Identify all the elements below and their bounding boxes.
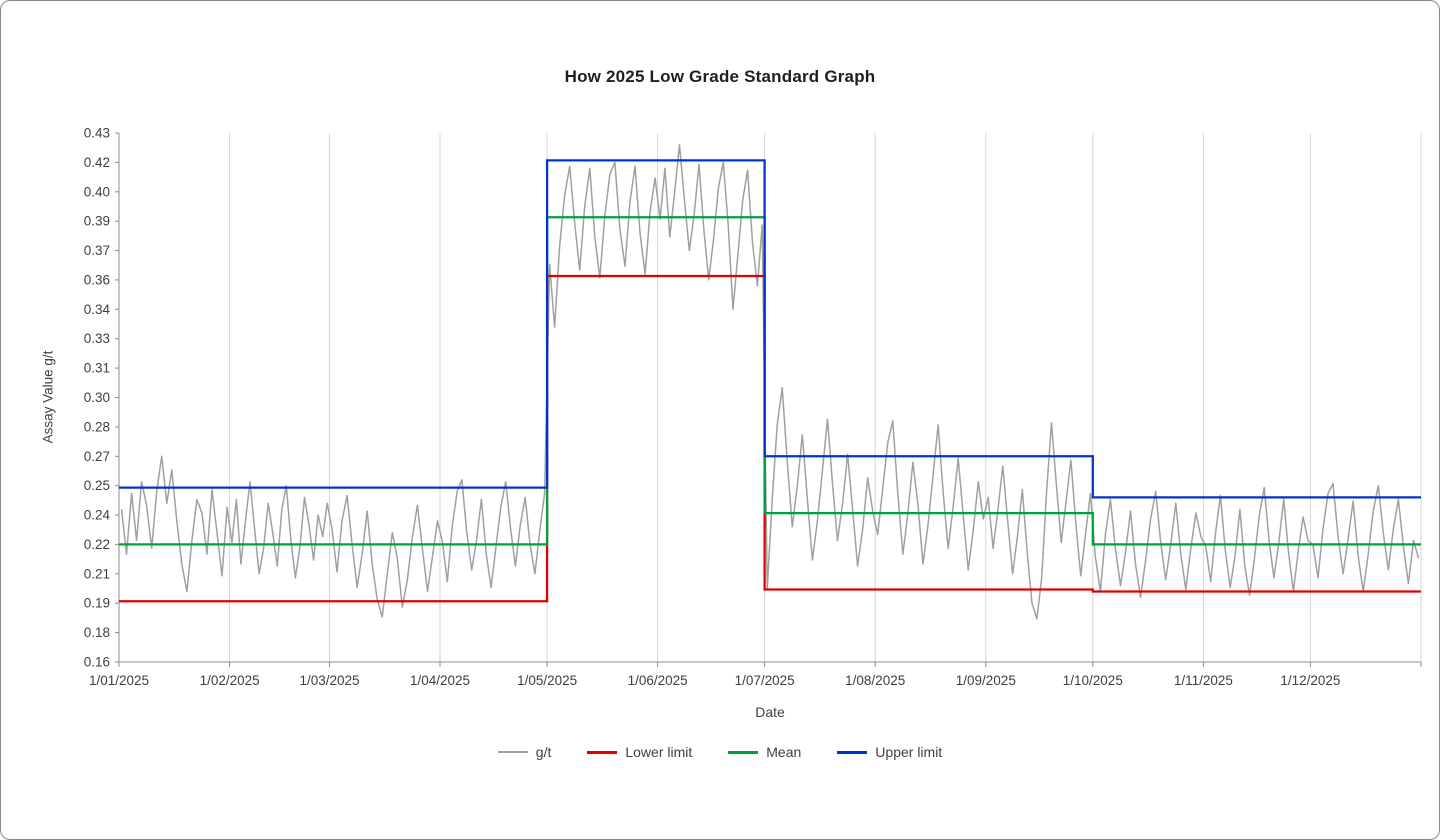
svg-text:1/11/2025: 1/11/2025 <box>1174 673 1233 688</box>
legend-item-gt[interactable]: g/t <box>497 744 552 760</box>
svg-text:0.37: 0.37 <box>84 243 110 258</box>
svg-text:0.25: 0.25 <box>84 478 110 493</box>
svg-text:0.21: 0.21 <box>84 566 110 581</box>
svg-text:1/08/2025: 1/08/2025 <box>845 673 905 688</box>
svg-text:0.30: 0.30 <box>84 390 110 405</box>
x-axis-title: Date <box>755 704 785 720</box>
svg-text:1/05/2025: 1/05/2025 <box>517 673 577 688</box>
legend-item-lower-limit[interactable]: Lower limit <box>587 744 692 760</box>
legend-label-gt: g/t <box>535 744 552 760</box>
legend-line-mean <box>728 750 759 754</box>
legend-label-mean: Mean <box>766 744 802 760</box>
legend-line-gt <box>497 751 528 753</box>
svg-text:1/02/2025: 1/02/2025 <box>200 673 260 688</box>
svg-text:1/04/2025: 1/04/2025 <box>410 673 470 688</box>
svg-text:0.16: 0.16 <box>84 655 110 670</box>
svg-text:1/12/2025: 1/12/2025 <box>1280 673 1340 688</box>
svg-text:0.28: 0.28 <box>84 419 110 434</box>
svg-text:1/06/2025: 1/06/2025 <box>628 673 688 688</box>
svg-text:1/03/2025: 1/03/2025 <box>299 673 359 688</box>
svg-text:1/09/2025: 1/09/2025 <box>956 673 1016 688</box>
svg-text:0.18: 0.18 <box>84 625 110 640</box>
legend-item-upper-limit[interactable]: Upper limit <box>837 744 942 760</box>
legend-label-lower-limit: Lower limit <box>625 744 693 760</box>
svg-text:0.40: 0.40 <box>84 184 110 199</box>
svg-text:0.39: 0.39 <box>84 214 110 229</box>
chart-legend: g/t Lower limit Mean Upper limit <box>1 741 1439 763</box>
svg-text:1/07/2025: 1/07/2025 <box>735 673 795 688</box>
svg-text:0.33: 0.33 <box>84 331 110 346</box>
svg-text:0.27: 0.27 <box>84 449 110 464</box>
legend-label-upper-limit: Upper limit <box>875 744 943 760</box>
svg-text:0.43: 0.43 <box>84 126 110 141</box>
svg-text:0.34: 0.34 <box>84 302 111 317</box>
svg-text:1/01/2025: 1/01/2025 <box>89 673 149 688</box>
svg-text:0.22: 0.22 <box>84 537 110 552</box>
svg-text:0.31: 0.31 <box>84 361 110 376</box>
svg-text:0.19: 0.19 <box>84 596 110 611</box>
svg-text:0.42: 0.42 <box>84 155 110 170</box>
legend-line-upper-limit <box>837 750 868 754</box>
legend-line-lower-limit <box>587 750 618 754</box>
svg-text:0.36: 0.36 <box>84 272 110 287</box>
svg-text:0.24: 0.24 <box>84 508 111 523</box>
legend-item-mean[interactable]: Mean <box>728 744 801 760</box>
svg-text:1/10/2025: 1/10/2025 <box>1063 673 1123 688</box>
chart-title: How 2025 Low Grade Standard Graph <box>564 67 876 86</box>
